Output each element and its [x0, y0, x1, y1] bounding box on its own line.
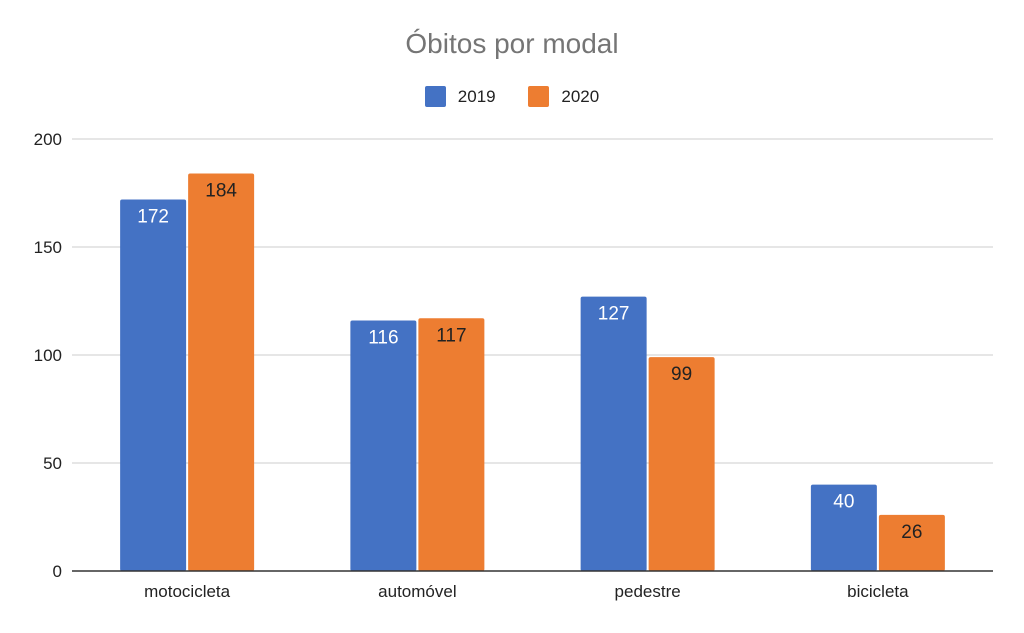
y-tick-label-150: 150 — [34, 238, 62, 257]
bar-2020-automóvel — [418, 318, 485, 571]
bar-label-2020-bicicleta: 26 — [901, 522, 922, 543]
y-tick-label-200: 200 — [34, 130, 62, 149]
x-tick-label-bicicleta: bicicleta — [847, 582, 909, 601]
bar-2019-bicicleta — [810, 484, 877, 571]
x-tick-label-pedestre: pedestre — [615, 582, 681, 601]
bar-label-2019-bicicleta: 40 — [833, 492, 854, 513]
bar-2020-pedestre — [648, 357, 715, 571]
bar-2019-automóvel — [350, 320, 417, 571]
bar-label-2019-automóvel: 116 — [368, 327, 398, 348]
bar-label-2019-pedestre: 127 — [598, 304, 630, 325]
y-tick-label-100: 100 — [34, 346, 62, 365]
x-tick-label-motocicleta: motocicleta — [144, 582, 231, 601]
legend-item-2020: 2020 — [528, 86, 599, 107]
bar-label-2020-pedestre: 99 — [671, 364, 692, 385]
legend-label-2019: 2019 — [457, 86, 496, 106]
bar-2020-bicicleta — [878, 514, 945, 571]
y-tick-label-50: 50 — [43, 454, 62, 473]
bar-2019-motocicleta — [120, 199, 187, 572]
bar-label-2020-motocicleta: 184 — [205, 181, 237, 202]
legend-label-2020: 2020 — [561, 86, 600, 106]
bar-label-2019-motocicleta: 172 — [137, 206, 169, 227]
bar-2019-pedestre — [580, 296, 647, 571]
chart-title: Óbitos por modal — [405, 28, 619, 59]
bar-label-2020-automóvel: 117 — [436, 325, 466, 346]
legend-swatch-2020 — [528, 86, 550, 107]
x-tick-label-automóvel: automóvel — [378, 582, 456, 601]
y-tick-label-0: 0 — [53, 562, 62, 581]
legend: 2019 2020 — [0, 86, 1024, 112]
legend-swatch-2019 — [424, 86, 446, 107]
bar-2020-motocicleta — [188, 173, 255, 571]
legend-item-2019: 2019 — [424, 86, 496, 107]
